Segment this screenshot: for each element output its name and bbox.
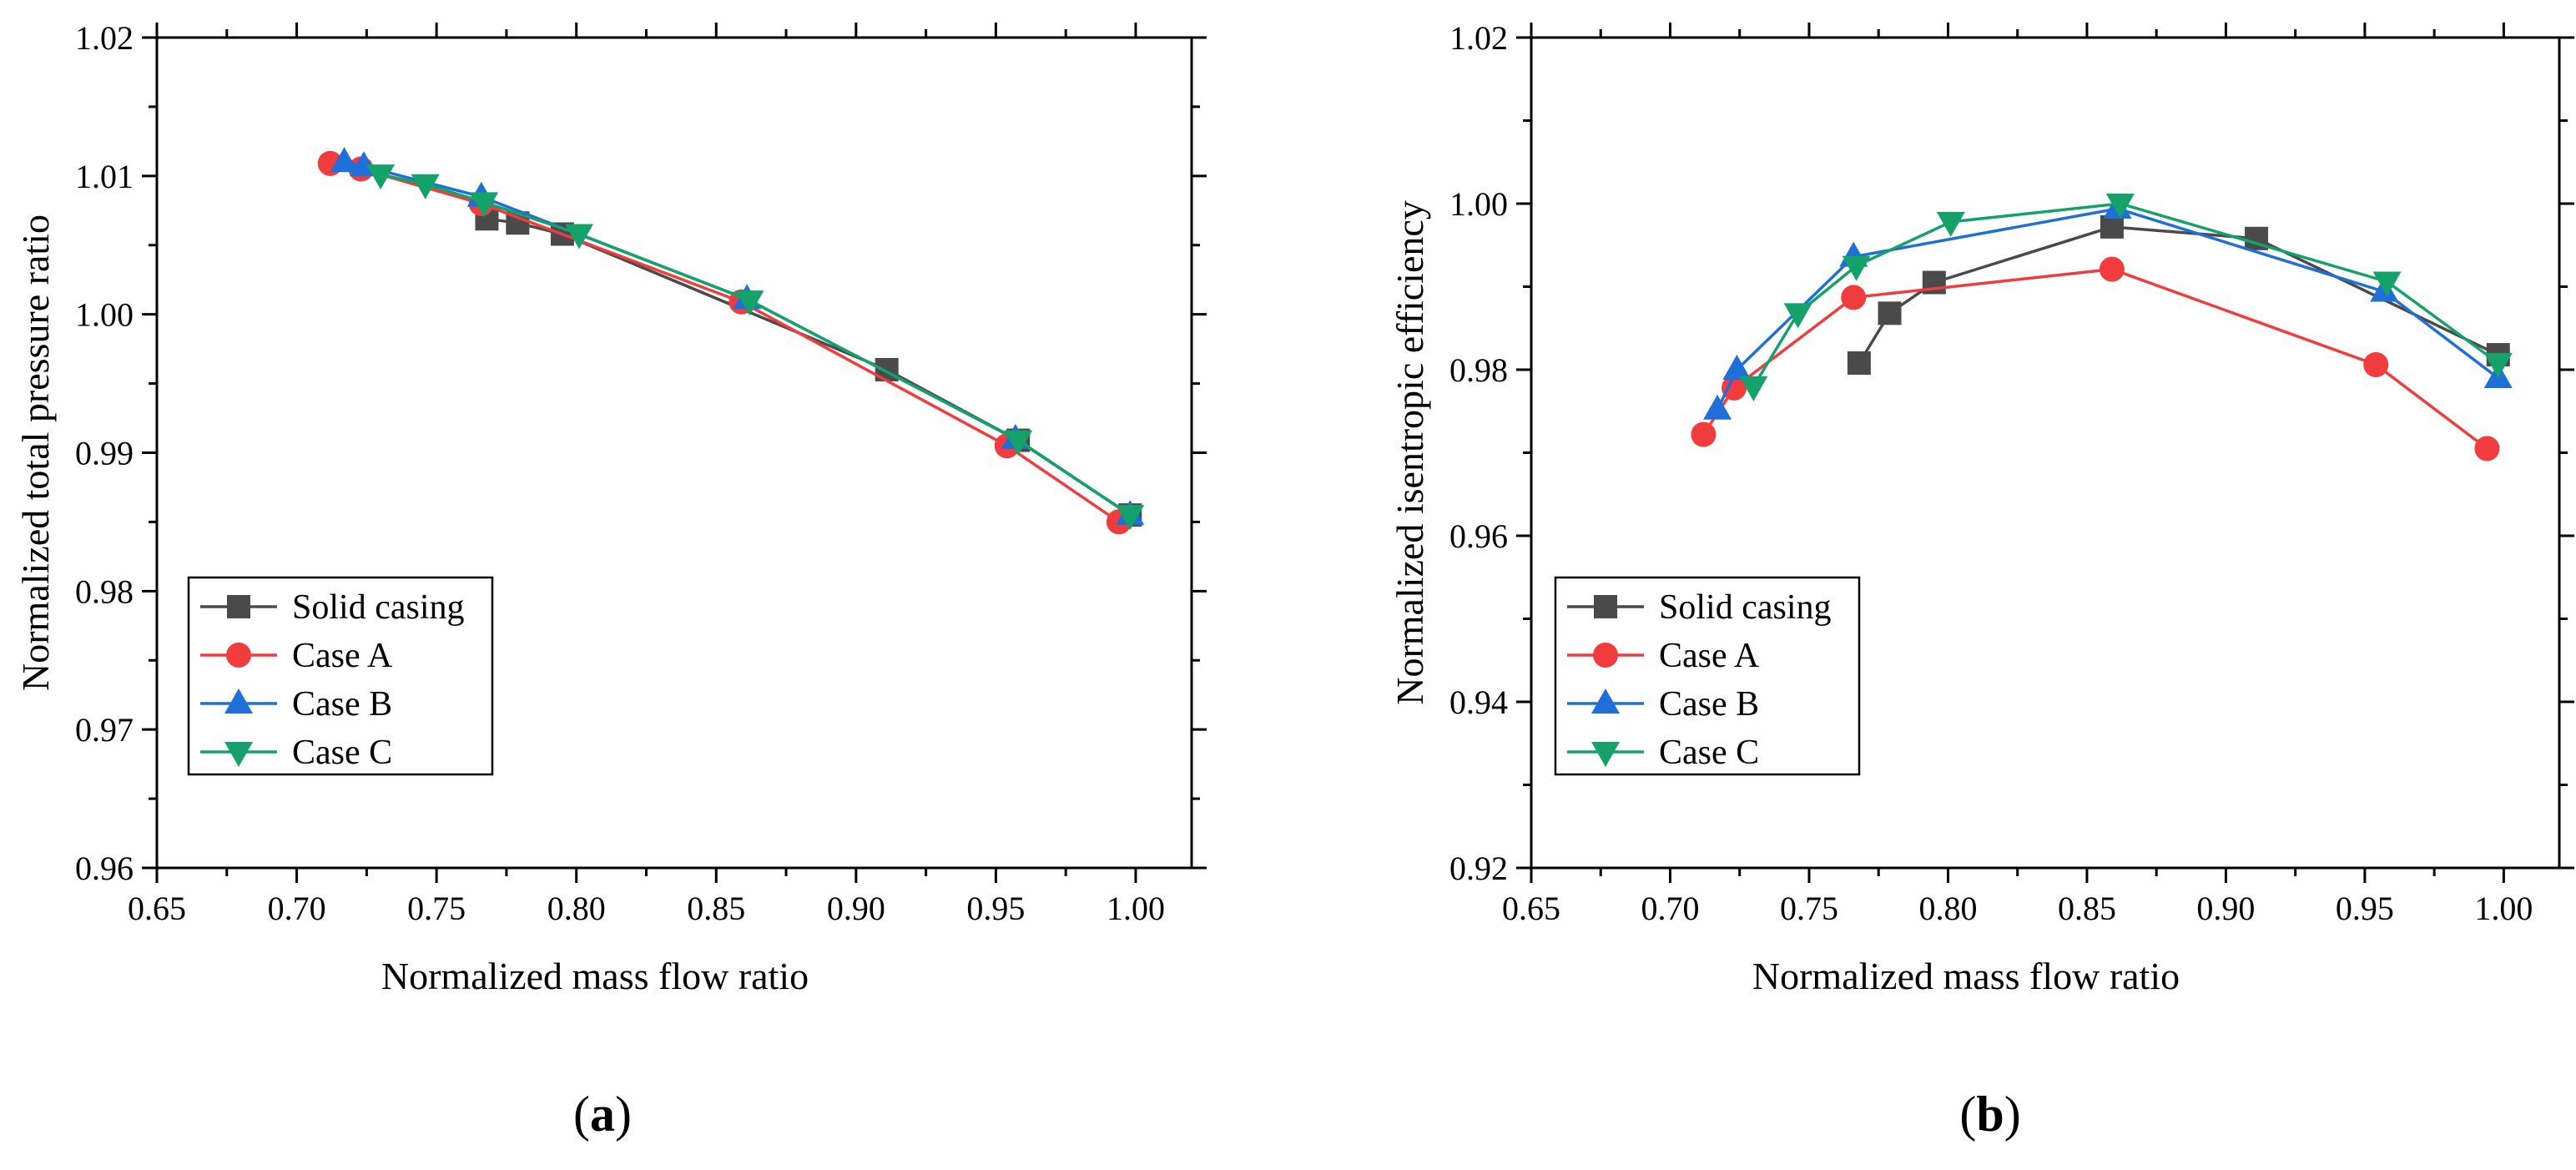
x-tick-label: 0.85 bbox=[2058, 890, 2116, 927]
legend-label-case-a: Case A bbox=[1659, 637, 1760, 675]
data-point-case-b bbox=[1703, 394, 1732, 420]
series-line-case-b bbox=[344, 160, 1132, 517]
y-tick-label: 1.02 bbox=[75, 19, 134, 57]
data-point-case-c bbox=[470, 192, 499, 218]
x-tick-label: 0.70 bbox=[268, 890, 326, 927]
data-point-case-c bbox=[2483, 353, 2513, 379]
data-point-case-c bbox=[1116, 505, 1145, 531]
y-tick-label: 0.96 bbox=[75, 850, 134, 887]
data-point-case-c bbox=[2372, 271, 2402, 297]
data-point-solid-casing bbox=[1847, 351, 1871, 376]
legend: Solid casing Case A Case B Case C bbox=[187, 576, 494, 776]
data-point-case-c bbox=[1739, 376, 1768, 401]
legend-marker-case-c bbox=[1591, 742, 1620, 767]
data-point-case-c bbox=[2105, 194, 2135, 219]
legend-marker-case-b bbox=[224, 688, 253, 714]
y-tick-label: 0.98 bbox=[75, 572, 134, 610]
series-line-case-b bbox=[1716, 207, 2499, 411]
legend-label-case-b: Case B bbox=[1659, 685, 1759, 724]
y-tick-label: 1.02 bbox=[1449, 19, 1508, 57]
x-tick-label: 1.00 bbox=[1107, 890, 1165, 927]
legend-label-case-b: Case B bbox=[292, 685, 392, 724]
data-point-solid-casing bbox=[2100, 214, 2124, 239]
data-point-case-a bbox=[1841, 285, 1867, 310]
data-point-case-c bbox=[411, 174, 440, 199]
data-point-case-c bbox=[366, 164, 396, 190]
x-tick-label: 0.75 bbox=[407, 890, 466, 927]
series-line-solid-casing bbox=[486, 217, 1132, 517]
data-point-case-c bbox=[1004, 430, 1033, 456]
data-point-case-a bbox=[1722, 375, 1747, 401]
series-line-case-a bbox=[330, 162, 1120, 523]
legend: Solid casing Case A Case B Case C bbox=[1554, 576, 1861, 776]
y-axis-title: Normalized isentropic efficiency bbox=[1389, 200, 1431, 705]
legend-label-solid-casing: Solid casing bbox=[292, 588, 465, 627]
y-tick-label: 0.99 bbox=[75, 435, 134, 472]
legend-label-case-c: Case C bbox=[1659, 734, 1759, 772]
x-tick-label: 0.85 bbox=[687, 890, 745, 927]
series-line-solid-casing bbox=[1858, 225, 2499, 364]
y-tick-label: 1.01 bbox=[75, 158, 134, 195]
x-tick-label: 0.95 bbox=[2336, 890, 2394, 927]
x-axis-title: Normalized mass flow ratio bbox=[1752, 955, 2180, 997]
y-tick-label: 0.92 bbox=[1449, 850, 1508, 887]
data-point-case-c bbox=[735, 290, 764, 316]
data-point-case-a bbox=[1691, 421, 1716, 447]
y-tick-label: 1.00 bbox=[75, 296, 134, 334]
y-tick-label: 0.98 bbox=[1449, 351, 1508, 389]
data-point-solid-casing bbox=[1878, 301, 1902, 325]
x-tick-label: 0.80 bbox=[1918, 890, 1977, 927]
panel-a-chart: 0.65 0.70 0.75 0.80 0.85 0.90 0.95 1.00 0.96 0.97… bbox=[14, 19, 1207, 997]
y-tick-label: 0.97 bbox=[75, 711, 134, 749]
x-tick-label: 0.90 bbox=[827, 890, 885, 927]
data-point-case-c bbox=[565, 224, 594, 250]
panel-b-label: (b) bbox=[1959, 1087, 2020, 1142]
data-point-case-b bbox=[1722, 355, 1752, 380]
x-tick-label: 0.65 bbox=[128, 890, 186, 927]
data-point-case-c bbox=[1842, 255, 1871, 281]
y-axis-title: Normalized total pressure ratio bbox=[14, 214, 57, 691]
y-tick-label: 1.00 bbox=[1449, 185, 1508, 223]
legend-marker-solid-casing bbox=[1594, 595, 1617, 618]
legend-marker-solid-casing bbox=[227, 595, 250, 618]
x-tick-label: 0.90 bbox=[2196, 890, 2255, 927]
legend-marker-case-c bbox=[224, 742, 253, 767]
panel-b-chart: 0.65 0.70 0.75 0.80 0.85 0.90 0.95 1.00 0.92 0.94… bbox=[1389, 19, 2574, 997]
x-tick-label: 0.80 bbox=[547, 890, 606, 927]
x-tick-label: 0.65 bbox=[1502, 890, 1560, 927]
data-point-case-b bbox=[330, 147, 359, 173]
legend-marker-case-a bbox=[226, 643, 251, 668]
data-point-case-a bbox=[2474, 436, 2500, 461]
legend-label-solid-casing: Solid casing bbox=[1659, 588, 1832, 627]
legend-label-case-c: Case C bbox=[292, 734, 392, 772]
x-tick-label: 0.95 bbox=[966, 890, 1025, 927]
legend-label-case-a: Case A bbox=[292, 637, 393, 675]
x-tick-label: 1.00 bbox=[2474, 890, 2533, 927]
legend-marker-case-b bbox=[1591, 688, 1620, 714]
panel-a-label: (a) bbox=[573, 1087, 632, 1142]
x-tick-label: 0.70 bbox=[1641, 890, 1699, 927]
data-point-case-a bbox=[2363, 352, 2389, 378]
x-axis-title: Normalized mass flow ratio bbox=[381, 955, 809, 997]
legend-marker-case-a bbox=[1593, 643, 1618, 668]
y-tick-label: 0.96 bbox=[1449, 517, 1508, 555]
y-tick-label: 0.94 bbox=[1449, 683, 1508, 721]
data-point-case-c bbox=[1936, 211, 1965, 237]
data-point-case-a bbox=[2099, 256, 2125, 282]
data-point-case-c bbox=[1783, 303, 1812, 329]
x-tick-label: 0.75 bbox=[1780, 890, 1838, 927]
